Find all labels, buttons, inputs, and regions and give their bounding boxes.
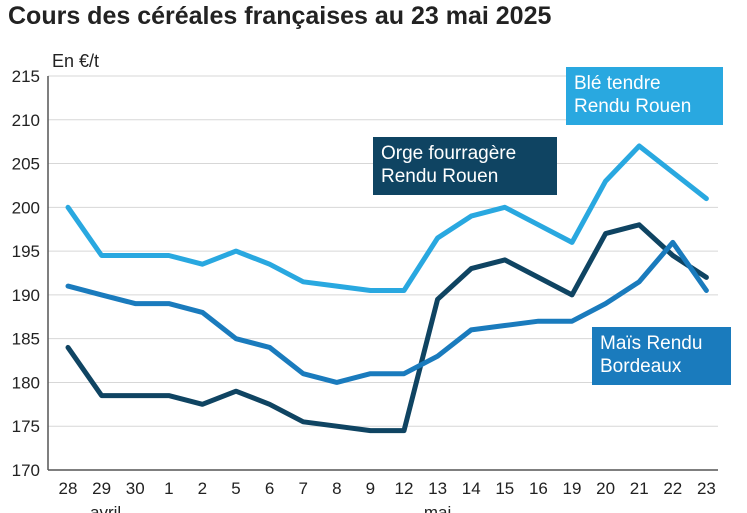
y-tick-label: 200 — [12, 198, 40, 217]
x-tick-label: 2 — [198, 479, 207, 498]
x-tick-label: 28 — [59, 479, 78, 498]
x-tick-label: 15 — [495, 479, 514, 498]
x-tick-label: 6 — [265, 479, 274, 498]
grid-lines — [47, 75, 718, 471]
x-tick-label: 29 — [92, 479, 111, 498]
chart-title: Cours des céréales françaises au 23 mai … — [8, 2, 552, 30]
y-tick-label: 205 — [12, 155, 40, 174]
x-tick-label: 30 — [126, 479, 145, 498]
x-tick-label: 8 — [332, 479, 341, 498]
y-tick-label: 170 — [12, 461, 40, 480]
legend-orge-line1: Orge fourragère — [381, 143, 517, 164]
series-line-orge-fourragere-rendu-rouen — [65, 222, 709, 434]
legend-orge-line2: Rendu Rouen — [381, 166, 499, 187]
x-tick-label: 16 — [529, 479, 548, 498]
legend-mais-line2: Bordeaux — [600, 356, 682, 377]
x-tick-label: 5 — [231, 479, 240, 498]
legend-ble-tendre: Blé tendre Rendu Rouen — [566, 67, 723, 125]
y-tick-label: 185 — [12, 330, 40, 349]
y-axis-label: En €/t — [52, 51, 99, 71]
y-tick-label: 180 — [12, 373, 40, 392]
y-tick-labels: 170 175 180 185 190 195 200 205 210 215 — [12, 67, 40, 480]
series-line-mais-rendu-bordeaux — [65, 239, 709, 385]
month-label: mai — [424, 503, 451, 513]
legend-ble-line1: Blé tendre — [574, 73, 661, 94]
x-tick-label: 14 — [462, 479, 481, 498]
series-lines — [65, 143, 709, 434]
x-tick-labels: 28 29 30 1 2 5 6 7 8 9 12 13 14 15 16 19 20 21 22 23 — [59, 479, 716, 498]
x-tick-label: 19 — [563, 479, 582, 498]
y-tick-label: 210 — [12, 111, 40, 130]
x-tick-label: 13 — [428, 479, 447, 498]
y-tick-label: 175 — [12, 417, 40, 436]
month-label: avril — [90, 503, 121, 513]
x-tick-label: 9 — [366, 479, 375, 498]
y-tick-label: 195 — [12, 242, 40, 261]
y-tick-label: 190 — [12, 286, 40, 305]
x-tick-label: 23 — [697, 479, 716, 498]
x-tick-label: 7 — [298, 479, 307, 498]
legend-ble-line2: Rendu Rouen — [574, 96, 692, 117]
series-line-ble-tendre-rendu-rouen — [65, 143, 709, 293]
y-tick-label: 215 — [12, 67, 40, 86]
legend-mais-line1: Maïs Rendu — [600, 333, 703, 354]
x-tick-label: 22 — [663, 479, 682, 498]
x-tick-label: 21 — [630, 479, 649, 498]
x-tick-label: 12 — [395, 479, 414, 498]
x-tick-label: 1 — [164, 479, 173, 498]
legend-orge-fourragere: Orge fourragère Rendu Rouen — [373, 137, 557, 195]
legend-mais: Maïs Rendu Bordeaux — [592, 327, 731, 385]
month-labels: avril mai — [90, 503, 451, 513]
x-tick-label: 20 — [596, 479, 615, 498]
